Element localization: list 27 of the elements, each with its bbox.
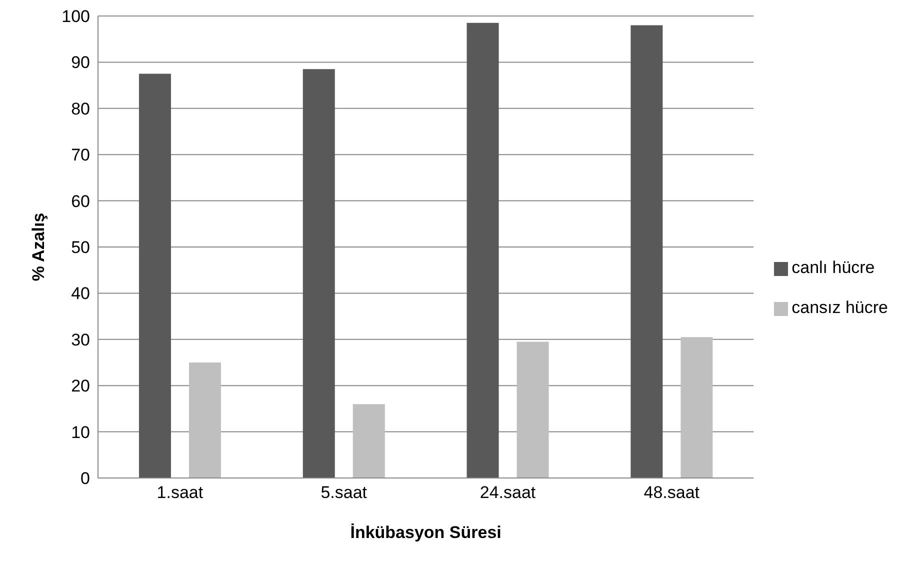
x-tick-label: 24.saat [480,483,536,502]
bar [302,69,335,478]
y-tick-label: 0 [80,469,90,488]
y-tick-label: 100 [62,7,90,26]
y-tick-label: 60 [71,192,90,211]
x-tick-label: 5.saat [320,483,368,502]
x-tick-label: 48.saat [644,483,700,502]
y-tick-label: 40 [71,284,90,304]
x-tick-label: 1.saat [156,483,204,502]
bar [680,337,713,478]
bar [188,362,221,478]
legend-label: canlı hücre [792,258,875,277]
y-axis-title: % Azalış [29,212,48,282]
y-tick-label: 80 [71,99,90,118]
bar [138,74,171,478]
bar [466,22,499,478]
bar [630,25,663,478]
legend-label: cansız hücre [792,298,888,317]
y-tick-label: 90 [71,53,90,72]
y-tick-label: 50 [71,238,90,258]
bar [352,404,385,478]
y-tick-label: 70 [71,146,90,165]
x-axis-title: İnkübasyon Süresi [350,523,502,542]
y-tick-label: 20 [71,376,90,396]
y-tick-label: 10 [71,422,90,442]
bar [516,342,549,478]
y-tick-label: 30 [71,330,90,350]
